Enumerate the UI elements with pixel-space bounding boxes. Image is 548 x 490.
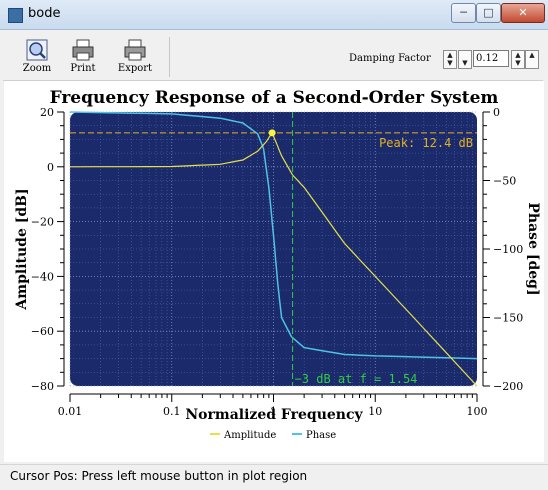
damping-factor-input[interactable]: 0.12 bbox=[473, 50, 509, 67]
x-tick-label: 0.01 bbox=[58, 405, 83, 418]
y2-tick-label: −200 bbox=[493, 380, 523, 393]
window-title: bode bbox=[28, 6, 61, 21]
y-tick-label: −60 bbox=[31, 325, 54, 338]
damping-factor-label: Damping Factor bbox=[349, 53, 431, 64]
bode-chart[interactable]: Frequency Response of a Second-Order Sys… bbox=[4, 81, 544, 462]
damping-step-down-button[interactable]: ▼ bbox=[458, 50, 472, 69]
title-bar: bode ─ □ ✕ bbox=[0, 0, 548, 30]
y2-axis-label: Phase [deg] bbox=[525, 202, 541, 295]
y2-tick-label: −50 bbox=[493, 175, 516, 188]
zoom-label: Zoom bbox=[22, 63, 52, 74]
close-button[interactable]: ✕ bbox=[501, 3, 545, 23]
minimize-button[interactable]: ─ bbox=[451, 3, 476, 23]
damping-page-step-button[interactable]: ▲ ▼ bbox=[443, 50, 457, 69]
amplitude-curve bbox=[69, 131, 478, 387]
x-tick-label: 0.1 bbox=[163, 405, 181, 418]
cursor-position-status: Cursor Pos: Press left mouse button in p… bbox=[10, 469, 308, 483]
app-icon bbox=[8, 8, 23, 23]
print-button[interactable]: Print bbox=[61, 36, 105, 78]
x-tick-label: 10 bbox=[368, 405, 382, 418]
export-icon bbox=[124, 39, 146, 61]
y-axis-left: 20 0 −20 −40 −60 −80 bbox=[31, 106, 65, 393]
y-tick-label: −80 bbox=[31, 380, 54, 393]
maximize-button[interactable]: □ bbox=[476, 3, 501, 23]
y-tick-label: 0 bbox=[47, 161, 54, 174]
window-frame: Zoom Print Export Damping Factor ▲ ▼ ▼ 0.… bbox=[0, 30, 548, 490]
toolbar: Zoom Print Export Damping Factor ▲ ▼ ▼ 0.… bbox=[3, 33, 543, 81]
chart-title: Frequency Response of a Second-Order Sys… bbox=[50, 88, 499, 108]
y-tick-label: −20 bbox=[31, 216, 54, 229]
export-label: Export bbox=[117, 63, 153, 74]
print-label: Print bbox=[70, 63, 96, 74]
zoom-button[interactable]: Zoom bbox=[15, 36, 59, 78]
x-axis: 0.01 0.1 1 10 100 bbox=[58, 393, 488, 418]
cutoff-annotation: −3 dB at f = 1.54 bbox=[295, 372, 418, 386]
legend-amplitude-label: Amplitude bbox=[223, 430, 276, 441]
toolbar-separator bbox=[169, 37, 170, 77]
x-tick-label: 100 bbox=[467, 405, 488, 418]
export-button[interactable]: Export bbox=[113, 36, 157, 78]
plot-widget[interactable]: Frequency Response of a Second-Order Sys… bbox=[4, 81, 544, 462]
y-axis-label: Amplitude [dB] bbox=[14, 188, 30, 310]
plot-grid bbox=[69, 111, 477, 387]
legend-phase-label: Phase bbox=[306, 430, 336, 441]
printer-icon bbox=[72, 39, 94, 61]
y2-tick-label: −150 bbox=[493, 312, 523, 325]
zoom-icon bbox=[26, 39, 48, 61]
legend: Amplitude Phase bbox=[210, 430, 336, 441]
peak-point bbox=[268, 129, 276, 137]
damping-page-up-button[interactable]: ▲ bbox=[525, 50, 539, 69]
y-tick-label: 20 bbox=[40, 106, 54, 119]
x-tick-label: 1 bbox=[270, 405, 277, 418]
damping-step-up-button[interactable]: ▲ ▼ bbox=[511, 50, 525, 69]
x-axis-label: Normalized Frequency bbox=[185, 407, 363, 423]
plot-canvas[interactable] bbox=[70, 112, 477, 386]
peak-annotation: Peak: 12.4 dB bbox=[379, 136, 473, 150]
status-bar: Cursor Pos: Press left mouse button in p… bbox=[0, 464, 548, 490]
phase-curve bbox=[69, 111, 478, 360]
y-axis-right: 0 −50 −100 −150 −200 bbox=[482, 106, 523, 393]
y2-tick-label: 0 bbox=[493, 106, 500, 119]
y2-tick-label: −100 bbox=[493, 243, 523, 256]
y-tick-label: −40 bbox=[31, 270, 54, 283]
